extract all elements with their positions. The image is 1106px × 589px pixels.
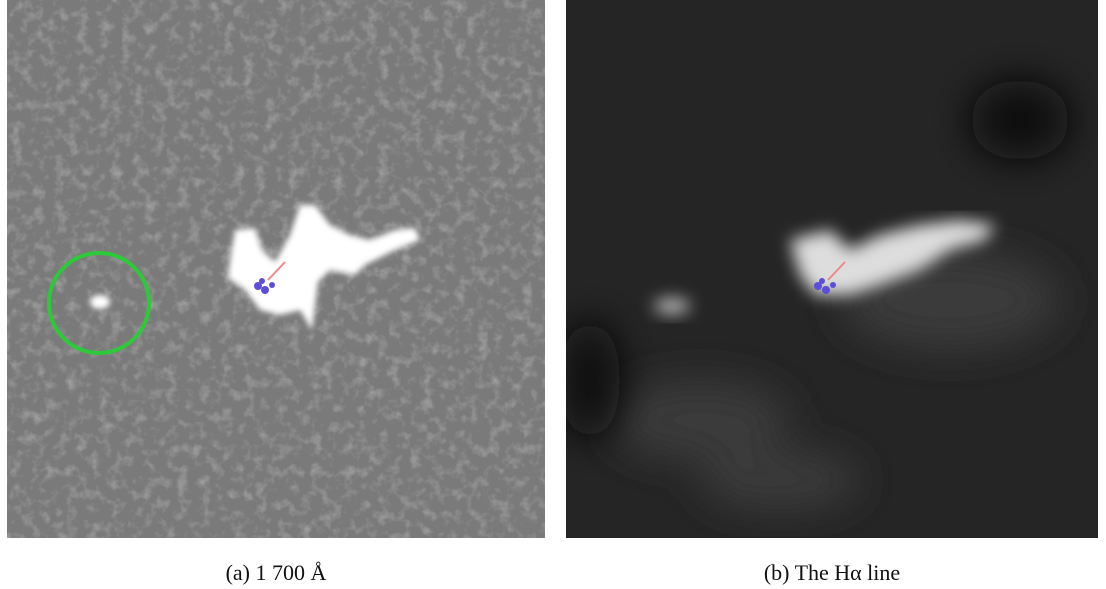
- image-halpha: [560, 0, 1098, 538]
- figure: (a) 1 700 Å (b) The Hα line: [0, 0, 1106, 589]
- caption-b: (b) The Hα line: [562, 560, 1102, 586]
- image-1700: [7, 0, 545, 538]
- panel-images: [0, 0, 1106, 550]
- caption-a: (a) 1 700 Å: [6, 560, 546, 586]
